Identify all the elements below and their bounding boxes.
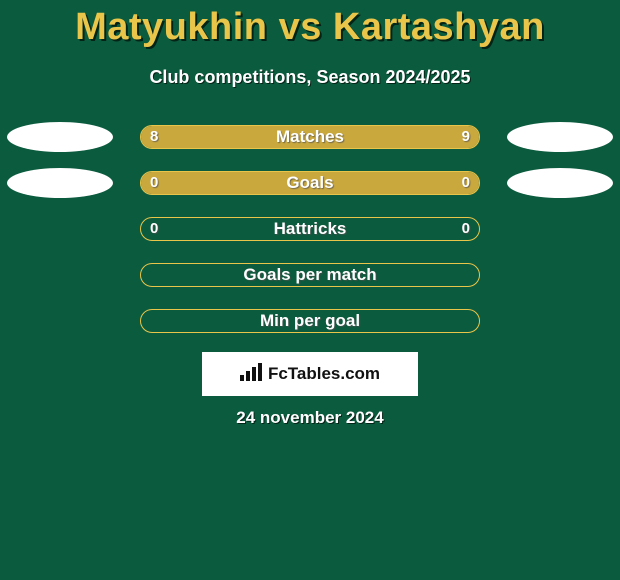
date-text: 24 november 2024	[0, 408, 620, 428]
stat-bar	[140, 171, 480, 195]
source-logo: FcTables.com	[202, 352, 418, 396]
stat-row: Hattricks00	[0, 210, 620, 256]
player-marker-right	[507, 168, 613, 198]
stat-bar	[140, 263, 480, 287]
comparison-rows: Matches89Goals00Hattricks00Goals per mat…	[0, 118, 620, 348]
stat-row: Goals00	[0, 164, 620, 210]
stat-bar-fill-left	[141, 172, 310, 194]
stat-row: Matches89	[0, 118, 620, 164]
stat-bar	[140, 217, 480, 241]
comparison-infographic: Matyukhin vs Kartashyan Club competition…	[0, 0, 620, 580]
bars-icon	[240, 363, 262, 386]
player-marker-left	[7, 168, 113, 198]
stat-row: Min per goal	[0, 302, 620, 348]
stat-bar-fill-right	[310, 172, 479, 194]
page-title: Matyukhin vs Kartashyan	[0, 0, 620, 49]
player-marker-right	[507, 122, 613, 152]
stat-bar	[140, 309, 480, 333]
stat-bar-fill-right	[300, 126, 479, 148]
source-logo-text: FcTables.com	[268, 364, 380, 384]
player-marker-left	[7, 122, 113, 152]
page-subtitle: Club competitions, Season 2024/2025	[0, 67, 620, 88]
stat-bar	[140, 125, 480, 149]
stat-bar-fill-left	[141, 126, 300, 148]
stat-row: Goals per match	[0, 256, 620, 302]
